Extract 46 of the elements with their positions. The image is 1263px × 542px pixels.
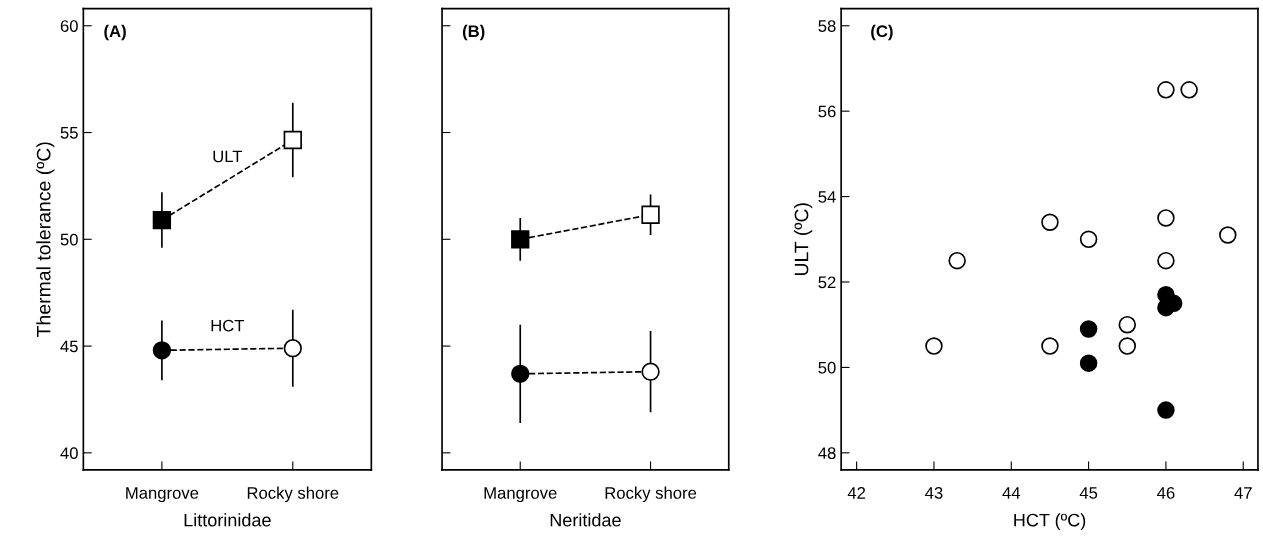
series-label: ULT <box>213 150 243 163</box>
point <box>1118 315 1137 334</box>
point <box>1157 209 1175 227</box>
y-tick-label: 54 <box>818 191 836 203</box>
annotation: (C) <box>871 24 893 41</box>
x-axis-title: Neritidae <box>550 513 621 527</box>
x-tick-label: Mangrove <box>126 487 199 503</box>
series-label: HCT <box>211 319 245 332</box>
x-tick-label: Mangrove <box>484 487 557 503</box>
y-tick-label: 55 <box>60 127 78 139</box>
x-tick-label: Rocky shore <box>605 486 697 503</box>
point <box>925 337 943 355</box>
x-tick-label: Rocky shore <box>247 486 339 503</box>
point <box>1180 81 1198 99</box>
point <box>1157 251 1175 270</box>
annotation: (B) <box>462 24 485 41</box>
x-axis-title: Littorinidae <box>184 513 271 527</box>
point <box>1079 320 1098 338</box>
x-tick-label: 42 <box>847 487 866 499</box>
point <box>1157 81 1175 99</box>
y-tick-label: 52 <box>818 276 836 289</box>
y-axis-title: ULT (ºC) <box>794 203 813 276</box>
x-tick-label: 44 <box>1002 487 1021 499</box>
y-tick-label: 58 <box>818 20 836 32</box>
x-tick-label: 43 <box>925 487 943 499</box>
x-tick-label: 45 <box>1079 487 1098 499</box>
x-tick-label: 46 <box>1157 487 1175 499</box>
y-tick-label: 40 <box>60 447 78 460</box>
annotation: (A) <box>104 24 126 41</box>
point <box>1118 337 1137 355</box>
x-tick-label: 47 <box>1234 487 1252 499</box>
point <box>1041 213 1059 231</box>
y-axis-title: Thermal tolerance (ºC) <box>36 142 55 337</box>
y-tick-label: 50 <box>60 233 78 246</box>
point <box>1219 226 1237 244</box>
point <box>1079 354 1098 372</box>
y-tick-label: 48 <box>818 447 836 460</box>
y-tick-label: 50 <box>818 361 836 374</box>
point <box>1079 230 1098 249</box>
point <box>1157 401 1175 419</box>
y-tick-label: 45 <box>60 340 78 353</box>
point <box>948 251 966 270</box>
y-tick-label: 60 <box>60 20 78 32</box>
point <box>1041 337 1059 355</box>
y-tick-label: 56 <box>818 105 836 118</box>
x-axis-title: HCT (ºC) <box>1014 513 1086 531</box>
